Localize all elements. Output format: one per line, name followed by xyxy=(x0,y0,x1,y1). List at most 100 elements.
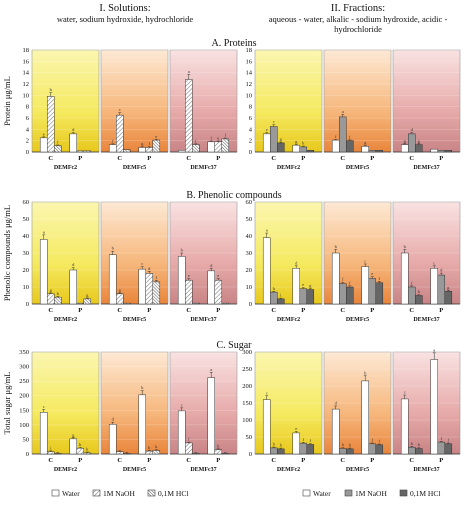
x-tick-label: C xyxy=(117,155,122,162)
legend-label-hcl: 0,1M HCl xyxy=(158,489,188,498)
bar-naoh xyxy=(299,146,308,153)
legend-swatch-naoh xyxy=(344,489,353,497)
chart-b-solutions: Phenolic compounds μg/mL0102030405060agh… xyxy=(2,199,238,323)
y-tick-label: 6 xyxy=(249,115,253,122)
significance-label: c xyxy=(181,402,183,407)
chart-c-solutions: Total sugar μg/mL 0 50 100 150 200 250 300 350 c i… xyxy=(2,349,238,473)
bar-naoh xyxy=(269,126,278,153)
group-label: DEMFc5 xyxy=(123,467,146,473)
bar-naoh xyxy=(299,442,308,455)
significance-label: f xyxy=(210,135,212,140)
bar-hcl xyxy=(346,286,354,305)
bar-water xyxy=(400,252,409,305)
significance-label: c xyxy=(433,260,435,265)
significance-label: f xyxy=(448,437,450,442)
group-label: DEMFc37 xyxy=(190,165,216,171)
bar-hcl xyxy=(277,448,285,455)
significance-label: g xyxy=(447,285,450,290)
x-tick-label: P xyxy=(78,307,82,314)
y-tick-label: 6 xyxy=(26,115,30,122)
x-tick-label: P xyxy=(147,307,151,314)
x-tick-label: P xyxy=(439,457,443,464)
y-tick-label: 4 xyxy=(26,126,30,133)
significance-label: e xyxy=(217,273,219,278)
bar-water xyxy=(400,398,409,455)
bar-naoh xyxy=(407,446,416,455)
y-tick-label: 50 xyxy=(246,434,253,441)
group-label: DEMFc37 xyxy=(413,317,439,323)
bar-naoh xyxy=(76,150,85,153)
y-tick-label: 0 xyxy=(249,301,252,308)
x-tick-label: C xyxy=(409,307,414,314)
bar-naoh xyxy=(338,283,347,305)
x-tick-label: P xyxy=(147,155,151,162)
significance-label: g xyxy=(280,137,283,142)
bar-naoh xyxy=(437,274,446,305)
y-tick-label: 50 xyxy=(246,216,253,223)
significance-label: b xyxy=(364,370,367,375)
significance-label: b xyxy=(335,244,338,249)
section-title-proteins: A. Proteins xyxy=(212,38,257,49)
significance-label: d xyxy=(148,266,151,271)
y-tick-label: 0 xyxy=(26,451,29,458)
y-tick-label: 12 xyxy=(246,81,253,88)
bar-naoh xyxy=(437,150,446,153)
legend-swatch-water xyxy=(302,489,311,497)
y-tick-label: 200 xyxy=(242,383,252,390)
significance-label: e xyxy=(155,134,157,139)
bar-hcl xyxy=(346,448,354,455)
group-label: DEMFc37 xyxy=(190,317,216,323)
bar-naoh xyxy=(145,147,154,153)
x-tick-label: P xyxy=(439,307,443,314)
bar-hcl xyxy=(192,453,200,455)
bar-naoh xyxy=(338,116,347,153)
significance-label: f xyxy=(349,280,351,285)
legend-label-water: Water xyxy=(313,489,331,498)
bar-naoh xyxy=(184,442,193,455)
group-label: DEMFc2 xyxy=(277,165,300,171)
significance-label: g xyxy=(364,140,367,145)
significance-label: d xyxy=(440,268,443,273)
significance-label: f xyxy=(440,436,442,441)
significance-label: h xyxy=(148,445,151,450)
bar-water xyxy=(69,438,77,455)
significance-label: b xyxy=(404,244,407,249)
section-title-phenolic: B. Phenolic compounds xyxy=(186,190,281,201)
bar-water xyxy=(108,254,117,305)
x-tick-label: P xyxy=(370,307,374,314)
bar-water xyxy=(400,144,409,153)
bar-hcl xyxy=(415,448,423,455)
group-label: DEMFc2 xyxy=(277,317,300,323)
bar-water xyxy=(361,266,369,305)
group-label: DEMFc2 xyxy=(54,467,77,473)
bar-naoh xyxy=(145,273,154,305)
bar-water xyxy=(177,410,186,455)
significance-label: e xyxy=(43,131,45,136)
significance-label: g xyxy=(86,293,89,298)
significance-label: f xyxy=(411,280,413,285)
significance-label: c xyxy=(273,119,275,124)
significance-label: d xyxy=(295,260,298,265)
x-tick-label: C xyxy=(340,457,345,464)
bar-naoh xyxy=(368,150,377,153)
y-tick-label: 8 xyxy=(249,104,252,111)
significance-label: e xyxy=(188,273,190,278)
y-tick-label: 350 xyxy=(19,349,29,356)
x-tick-label: P xyxy=(147,457,151,464)
bar-hcl xyxy=(152,281,161,305)
y-tick-label: 300 xyxy=(242,349,252,356)
y-tick-label: 18 xyxy=(23,47,30,54)
bar-hcl xyxy=(415,295,423,305)
bar-hcl xyxy=(444,443,453,455)
significance-label: e xyxy=(371,271,373,276)
group-label: DEMFc2 xyxy=(54,165,77,171)
bar-hcl xyxy=(375,444,384,455)
significance-label: b xyxy=(141,385,144,390)
bar-hcl xyxy=(152,139,161,153)
bar-naoh xyxy=(115,293,124,305)
legend-swatch-water xyxy=(51,489,60,497)
bar-water xyxy=(331,408,340,455)
y-tick-label: 50 xyxy=(23,436,30,443)
significance-label: a xyxy=(433,347,435,352)
y-tick-label: 0 xyxy=(26,301,29,308)
